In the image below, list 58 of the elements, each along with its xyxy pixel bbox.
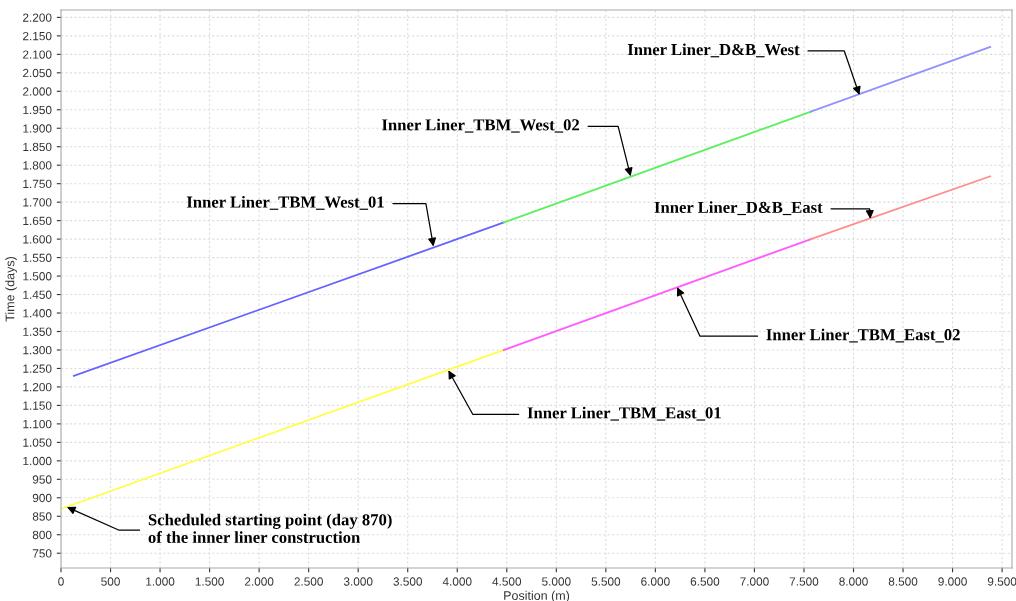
x-tick-label: 1.500 [195, 577, 224, 586]
y-tick-label: 1.800 [23, 161, 52, 170]
x-tick-label: 4.500 [492, 577, 522, 586]
x-tick-label: 1.000 [146, 577, 175, 586]
annotation: Inner Liner_D&B_East [654, 201, 823, 216]
x-tick-label: 0 [58, 577, 64, 586]
y-tick-label: 1.900 [23, 124, 52, 133]
y-tick-label: 2.100 [23, 50, 52, 59]
y-tick-label: 1.300 [23, 346, 52, 355]
y-tick-label: 1.200 [23, 382, 52, 392]
y-tick-label: 1.550 [23, 253, 52, 262]
x-tick-label: 5.000 [542, 577, 571, 586]
y-tick-label: 1.150 [23, 401, 52, 410]
y-tick-label: 1.250 [23, 364, 52, 373]
y-tick-label: 1.650 [23, 216, 52, 226]
x-tick-label: 4.000 [442, 577, 472, 586]
y-tick-label: 2.000 [23, 87, 52, 96]
annotation: Inner Liner_TBM_East_01 [527, 406, 721, 421]
x-tick-label: 7.000 [740, 577, 769, 586]
y-tick-label: 2.200 [23, 13, 52, 22]
x-tick-label: 3.000 [343, 577, 373, 586]
y-axis-title: Time (days) [5, 257, 17, 322]
y-tick-label: 800 [32, 530, 52, 540]
x-tick-label: 6.500 [690, 577, 720, 586]
y-tick-label: 1.350 [23, 327, 52, 336]
x-tick-label: 7.500 [789, 577, 819, 586]
annotation: Inner Liner_TBM_West_02 [382, 118, 580, 133]
annotation: Scheduled starting point (day 870) of the inner liner construction [148, 513, 392, 544]
x-tick-label: 8.000 [839, 577, 868, 586]
annotation: Inner Liner_TBM_East_02 [766, 328, 960, 343]
x-tick-label: 8.500 [888, 577, 918, 586]
y-tick-label: 750 [32, 549, 52, 558]
y-tick-label: 850 [32, 512, 52, 521]
x-tick-label: 9.000 [938, 577, 967, 586]
y-tick-label: 2.150 [23, 31, 52, 41]
x-tick-label: 2.000 [244, 577, 274, 586]
x-tick-label: 3.500 [393, 577, 423, 586]
y-tick-label: 1.850 [23, 142, 52, 152]
y-tick-label: 900 [32, 493, 52, 503]
x-tick-label: 5.500 [591, 577, 621, 586]
y-tick-label: 1.400 [23, 309, 52, 318]
x-tick-label: 500 [101, 577, 120, 586]
y-tick-label: 1.500 [23, 272, 52, 281]
y-tick-label: 1.100 [23, 419, 52, 429]
annotation: Inner Liner_TBM_West_01 [186, 195, 384, 210]
y-tick-label: 1.000 [23, 456, 52, 466]
y-tick-label: 1.750 [23, 179, 52, 189]
y-tick-label: 1.700 [23, 198, 52, 207]
y-tick-label: 2.050 [23, 68, 52, 78]
y-tick-label: 1.450 [23, 290, 52, 299]
y-tick-label: 1.950 [23, 105, 52, 115]
x-tick-label: 2.500 [294, 577, 323, 586]
x-tick-label: 6.000 [641, 577, 670, 586]
y-tick-label: 950 [32, 475, 52, 484]
annotation: Inner Liner_D&B_West [627, 43, 800, 58]
y-tick-label: 1.600 [23, 235, 52, 244]
x-tick-label: 9.500 [987, 577, 1016, 586]
y-tick-label: 1.050 [23, 438, 52, 447]
